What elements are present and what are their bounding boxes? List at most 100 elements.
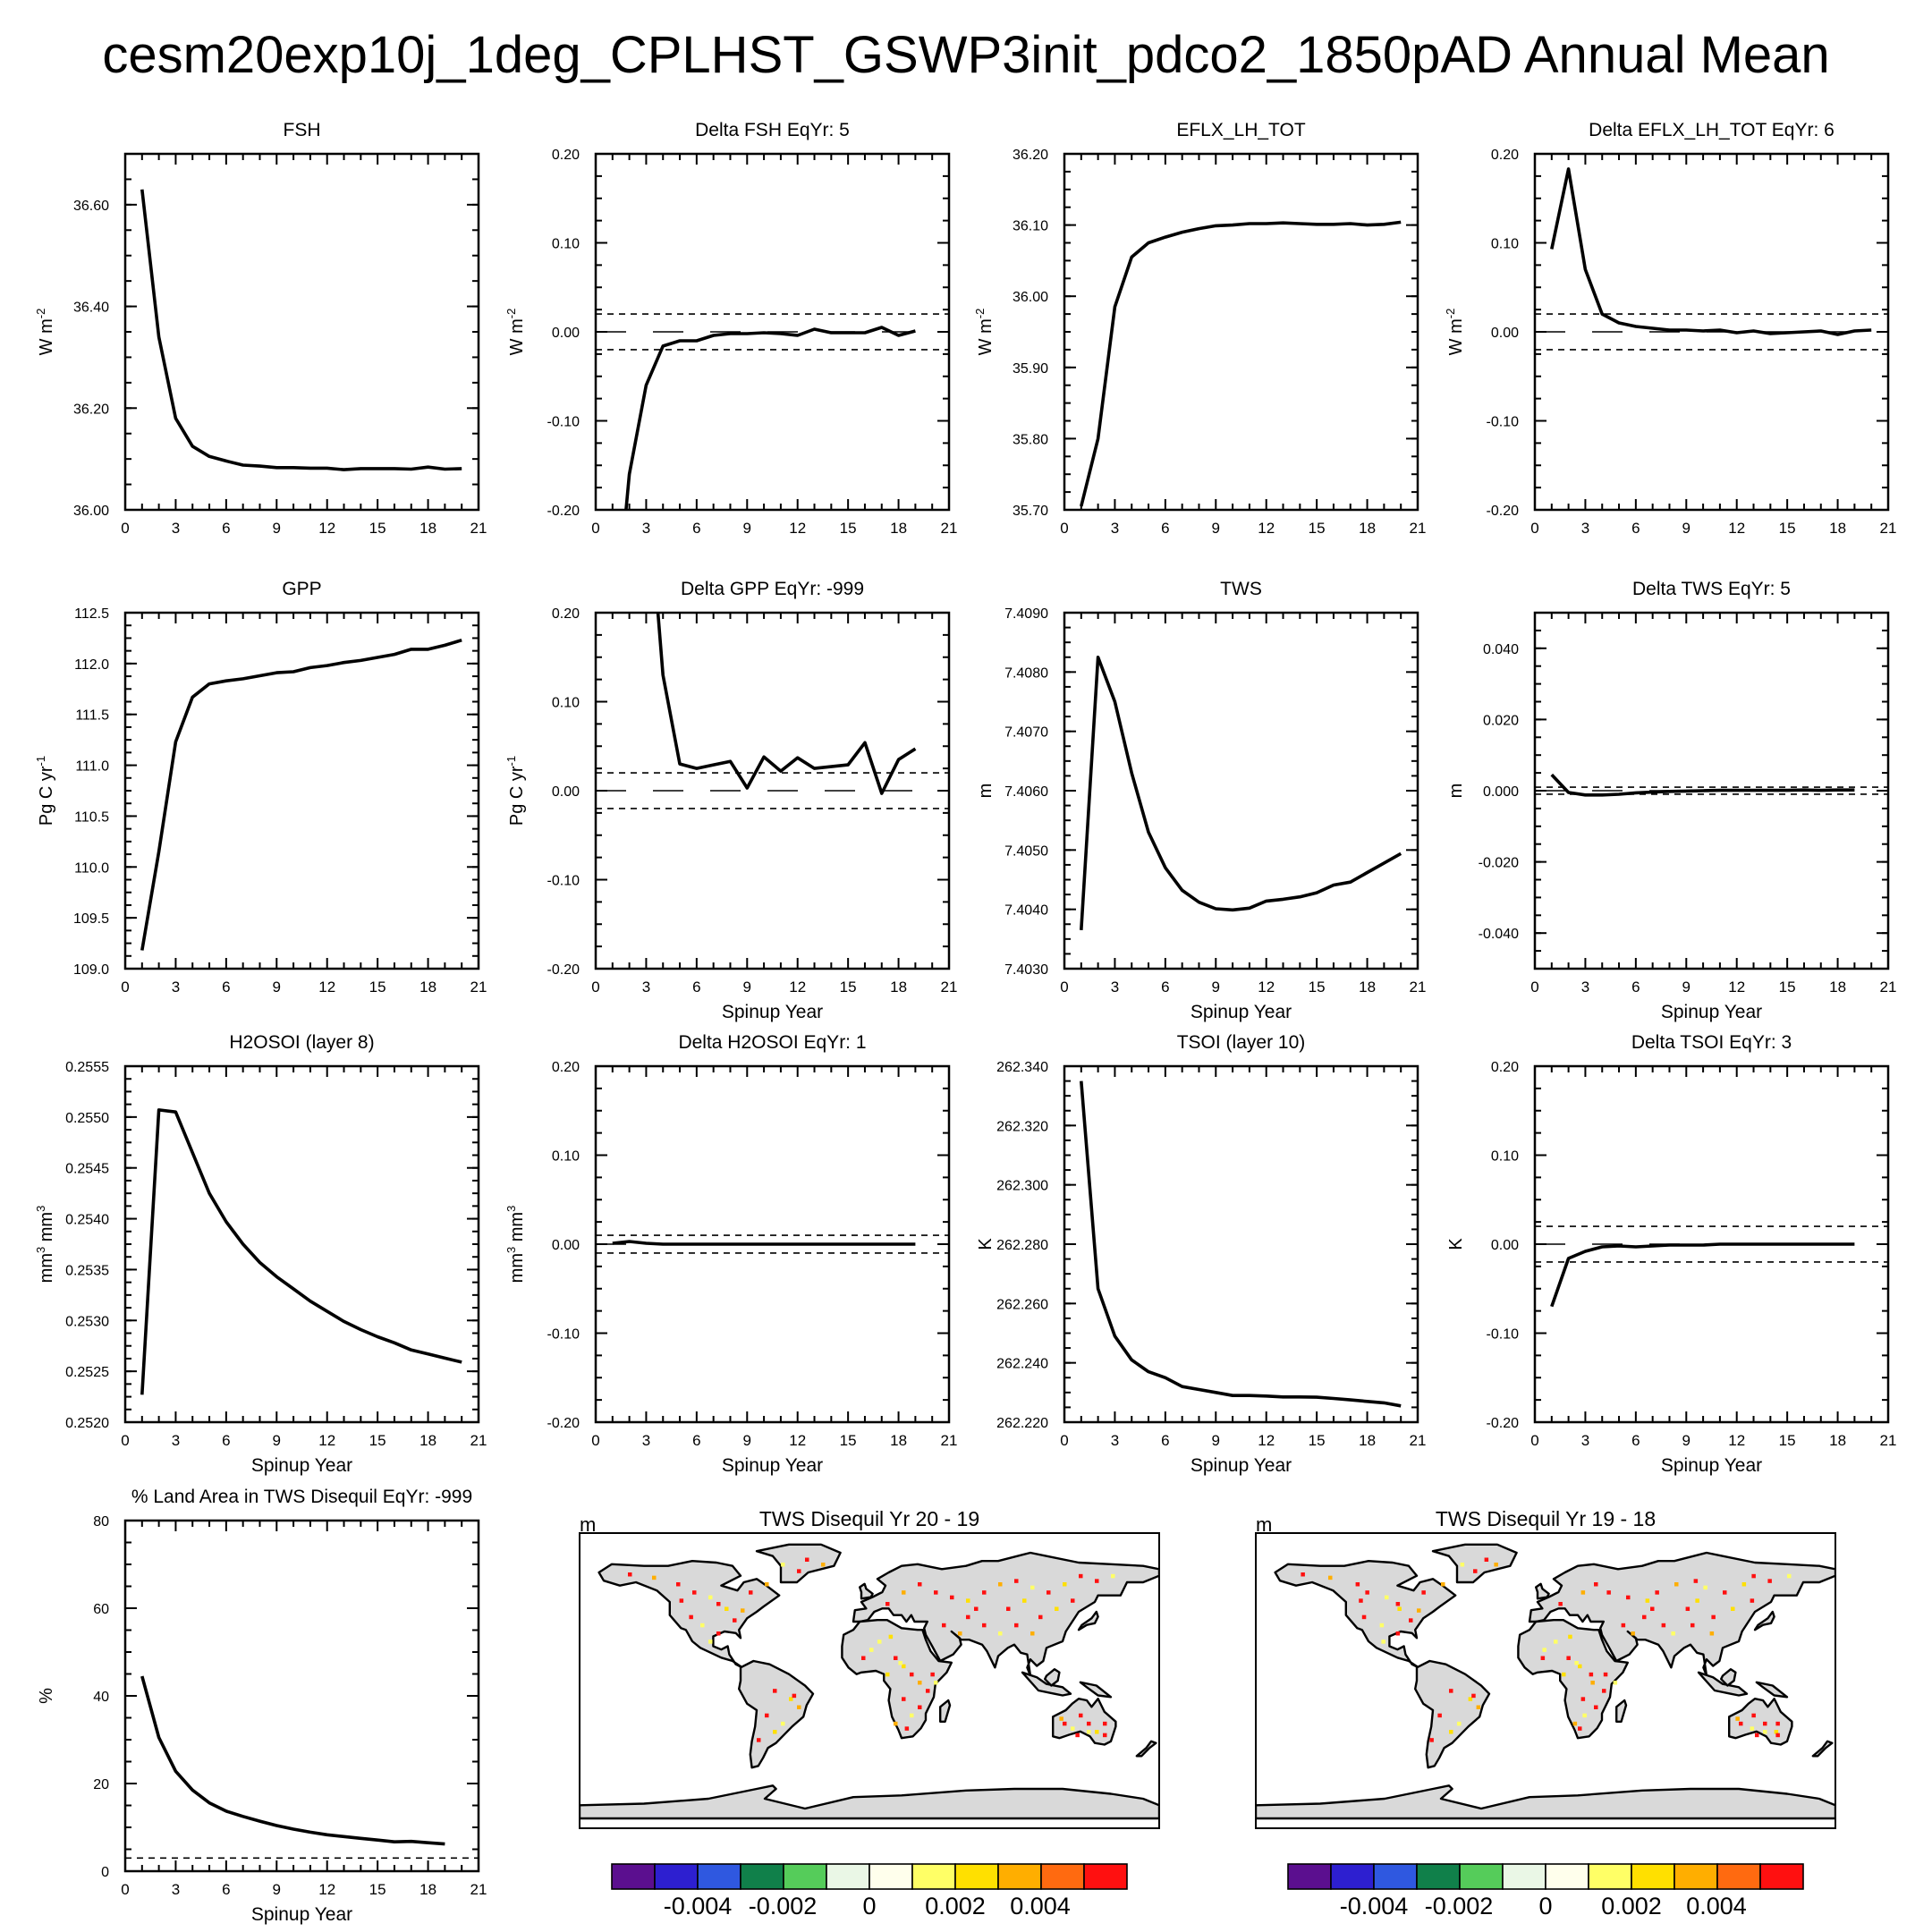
y-tick-label: 110.5 (74, 809, 109, 825)
x-tick-label: 18 (1829, 979, 1846, 996)
x-tick-label: 15 (369, 520, 386, 537)
plot-frame (1063, 1064, 1419, 1424)
y-tick-label: 262.260 (996, 1297, 1048, 1312)
panel-title: GPP (282, 579, 321, 599)
colorbar-swatch (1502, 1863, 1546, 1890)
disequil-cell (982, 1590, 987, 1595)
disequil-cell (797, 1569, 801, 1573)
disequil-cell (773, 1730, 777, 1734)
disequil-cell (700, 1623, 705, 1628)
colorbar-swatch (654, 1863, 699, 1890)
y-tick-label: 0.00 (552, 1238, 580, 1253)
disequil-cell (1030, 1585, 1035, 1590)
disequil-cell (1055, 1606, 1059, 1611)
continent-new-guinea (1755, 1681, 1789, 1699)
line-panel-6: Delta GPP EqYr: -999 0 3 6 9 12 15 18 21 -0.20 -0.… (504, 579, 957, 1022)
y-tick-label: 0.20 (1491, 148, 1519, 163)
disequil-cell (1661, 1623, 1666, 1628)
x-tick-label: 0 (1530, 520, 1538, 537)
y-tick-label: 262.340 (996, 1060, 1048, 1075)
x-tick-label: 15 (369, 979, 386, 996)
series-line (140, 638, 462, 951)
x-tick-label: 18 (419, 979, 436, 996)
y-tick-label: 0.00 (552, 326, 580, 341)
y-tick-label: -0.10 (1487, 415, 1520, 430)
disequil-cell (1429, 1738, 1434, 1742)
disequil-cell (765, 1713, 769, 1718)
disequil-cell (1693, 1579, 1699, 1583)
disequil-cell (1763, 1721, 1767, 1726)
x-tick-label: 12 (789, 520, 806, 537)
disequil-cell (894, 1656, 898, 1660)
continent-new-zealand (1811, 1740, 1834, 1758)
map-1-land (580, 1543, 1159, 1820)
map-1-title: TWS Disequil Yr 20 - 19 (759, 1507, 979, 1530)
x-tick-label: 6 (692, 520, 700, 537)
colorbar-swatch (783, 1863, 827, 1890)
x-tick-label: 15 (840, 1432, 857, 1449)
series-line (1080, 220, 1402, 507)
panel-title: Delta TWS EqYr: 5 (1632, 579, 1791, 599)
y-tick-label: 36.60 (73, 199, 109, 214)
continent-australia (1051, 1697, 1117, 1746)
disequil-cell (1731, 1606, 1735, 1611)
y-tick-label: 0.10 (552, 696, 580, 711)
y-tick-label: 109.5 (73, 911, 109, 927)
series-line (1550, 1242, 1855, 1308)
x-tick-label: 12 (1258, 1432, 1275, 1449)
disequil-cell (1457, 1721, 1462, 1726)
x-tick-label: 9 (1212, 520, 1220, 537)
y-axis-label: W m-2 (973, 309, 996, 356)
colorbar-2-label: -0.004 (1340, 1893, 1409, 1919)
disequil-cell (1460, 1563, 1465, 1567)
line-panel-9: H2OSOI (layer 8) 0 3 6 9 12 15 18 21 0.2520 0.2525… (34, 1032, 487, 1476)
colorbar-1: -0.004 -0.002 0 0.002 0.004 (611, 1863, 1128, 1919)
disequil-cell (902, 1664, 906, 1669)
line-panels: FSH 0 3 6 9 12 15 18 21 36.00 36.20 36.40 36.60 W m-2… (34, 120, 1896, 1925)
disequil-cell (1075, 1733, 1080, 1738)
disequil-cell (1468, 1697, 1473, 1701)
disequil-cell (998, 1631, 1003, 1636)
continent-greenland (1431, 1543, 1518, 1584)
colorbar-swatch (1716, 1863, 1761, 1890)
y-axis-label: Pg C yr-1 (34, 756, 56, 826)
y-axis-label: mm3 mm3 (504, 1206, 527, 1284)
x-tick-label: 0 (591, 520, 599, 537)
disequil-cell (902, 1697, 906, 1701)
y-tick-label: 7.4030 (1004, 962, 1048, 978)
disequil-cell (1750, 1598, 1755, 1603)
x-tick-label: 21 (1410, 1432, 1427, 1449)
disequil-cell (628, 1572, 632, 1577)
disequil-cell (1695, 1598, 1699, 1603)
x-tick-label: 18 (419, 1881, 436, 1898)
y-tick-label: 36.40 (73, 301, 109, 316)
disequil-cell (958, 1631, 962, 1636)
disequil-cell (1359, 1598, 1363, 1603)
x-tick-label: 0 (1060, 979, 1068, 996)
map-2-units: m (1256, 1513, 1272, 1536)
plot-frame (123, 611, 480, 970)
x-tick-label: 9 (273, 1881, 281, 1898)
x-tick-label: 21 (941, 979, 958, 996)
x-tick-label: 6 (1631, 520, 1640, 537)
y-tick-label: 0.10 (1491, 237, 1519, 252)
panel-title: EFLX_LH_TOT (1176, 120, 1306, 140)
disequil-cell (733, 1618, 737, 1623)
disequil-cell (1685, 1606, 1690, 1611)
y-tick-label: 0.00 (552, 784, 580, 800)
x-tick-label: 12 (318, 1881, 335, 1898)
y-tick-label: 36.10 (1013, 219, 1048, 234)
x-tick-label: 12 (1728, 520, 1745, 537)
disequil-cell (1558, 1602, 1563, 1606)
disequil-cell (1079, 1713, 1083, 1718)
disequil-cell (918, 1681, 922, 1685)
x-tick-label: 18 (1829, 1432, 1846, 1449)
continent-new-guinea (1079, 1681, 1113, 1699)
y-tick-label: 0.2540 (65, 1213, 109, 1228)
x-tick-label: 18 (890, 520, 907, 537)
y-axis-label: W m-2 (34, 309, 56, 356)
disequil-cell (1568, 1634, 1572, 1640)
disequil-cell (1111, 1573, 1115, 1579)
x-tick-label: 0 (121, 1881, 129, 1898)
